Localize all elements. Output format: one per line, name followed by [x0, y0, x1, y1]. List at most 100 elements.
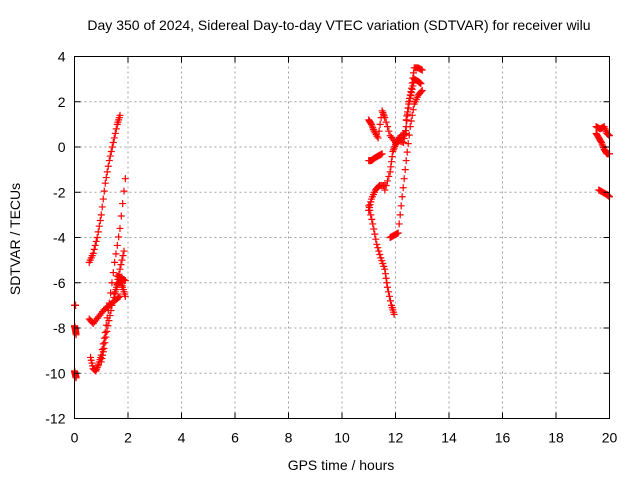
data-point: [379, 108, 387, 116]
data-point: [383, 177, 391, 185]
data-point: [109, 269, 117, 277]
data-point: [374, 134, 382, 142]
data-point: [92, 237, 100, 245]
series-seg-c2: [592, 123, 613, 140]
data-point: [369, 220, 377, 228]
data-point: [367, 120, 375, 128]
data-point: [121, 292, 129, 300]
data-point: [371, 230, 379, 238]
y-tick-label: -8: [53, 320, 66, 336]
data-point: [101, 179, 109, 187]
x-tick-label: 10: [334, 430, 350, 446]
data-point: [384, 288, 392, 296]
data-point: [373, 132, 381, 140]
data-point: [409, 82, 417, 90]
series-seg-a1: [85, 111, 124, 266]
data-point: [99, 340, 107, 348]
data-point: [109, 138, 117, 146]
data-point: [92, 367, 100, 375]
data-point: [103, 168, 111, 176]
y-axis-label: SDTVAR / TECUs: [7, 183, 23, 295]
series-seg-start-c: [71, 367, 80, 382]
data-point: [601, 124, 609, 132]
data-point: [102, 333, 110, 341]
y-tick-label: -10: [45, 365, 65, 381]
data-point: [408, 85, 416, 93]
data-point: [387, 163, 395, 171]
x-tick-label: 2: [124, 430, 132, 446]
data-point: [398, 193, 406, 201]
data-point: [103, 327, 111, 335]
data-point: [107, 148, 115, 156]
axis-ticks: [74, 56, 610, 419]
x-tick-label: 18: [548, 430, 564, 446]
data-point: [389, 146, 397, 154]
data-point: [381, 270, 389, 278]
data-point: [375, 127, 383, 135]
y-tick-label: 2: [58, 94, 66, 110]
data-point: [378, 107, 386, 115]
data-point: [104, 322, 112, 330]
y-tick-label: -6: [53, 275, 66, 291]
data-point: [104, 162, 112, 170]
data-point: [385, 127, 393, 135]
x-tick-label: 12: [388, 430, 404, 446]
data-point: [399, 184, 407, 192]
data-point: [119, 200, 127, 208]
data-point: [402, 123, 410, 131]
data-point: [409, 106, 417, 114]
x-tick-label: 14: [441, 430, 457, 446]
data-point: [72, 301, 80, 309]
data-point: [403, 112, 411, 120]
data-point: [108, 279, 116, 287]
data-point: [375, 247, 383, 255]
data-point: [417, 88, 425, 96]
data-point: [101, 329, 109, 337]
x-tick-label: 20: [602, 430, 618, 446]
data-point: [402, 116, 410, 124]
data-point: [117, 212, 125, 220]
data-point: [93, 365, 101, 373]
data-point: [404, 108, 412, 116]
data-point: [121, 276, 129, 284]
data-point: [368, 122, 376, 130]
data-point: [389, 148, 397, 156]
data-point: [72, 374, 80, 382]
data-point: [106, 152, 114, 160]
data-point: [388, 153, 396, 161]
data-point: [90, 245, 98, 253]
data-point: [408, 89, 416, 97]
data-point: [369, 124, 377, 132]
data-point: [372, 235, 380, 243]
x-tick-label: 8: [285, 430, 293, 446]
data-point: [106, 312, 114, 320]
data-point: [112, 250, 120, 258]
data-point: [100, 187, 108, 195]
x-axis-label: GPS time / hours: [288, 457, 395, 473]
data-point: [376, 250, 384, 258]
data-point: [376, 120, 384, 128]
data-point: [600, 123, 608, 131]
data-point: [404, 140, 412, 148]
data-point: [401, 131, 409, 139]
data-point: [370, 225, 378, 233]
data-point: [109, 297, 117, 305]
data-point: [99, 351, 107, 359]
series-seg-a3: [87, 175, 129, 375]
data-point: [402, 127, 410, 135]
data-point: [381, 186, 389, 194]
data-point: [97, 211, 105, 219]
y-tick-label: 4: [58, 49, 66, 65]
tick-labels: 0 2 4 6 8 10 12 14 16 18 20 -12 -10 -8 -6 -4 -2 0 2 4: [45, 49, 617, 446]
data-point: [396, 211, 404, 219]
data-point: [93, 234, 101, 241]
data-point: [598, 140, 606, 148]
data-point: [108, 301, 116, 309]
data-point: [601, 126, 609, 134]
data-point: [105, 317, 113, 325]
data-point: [383, 279, 391, 287]
data-point: [118, 282, 126, 290]
data-point: [121, 175, 129, 183]
data-point: [367, 211, 375, 219]
series-seg-b3: [365, 150, 386, 165]
